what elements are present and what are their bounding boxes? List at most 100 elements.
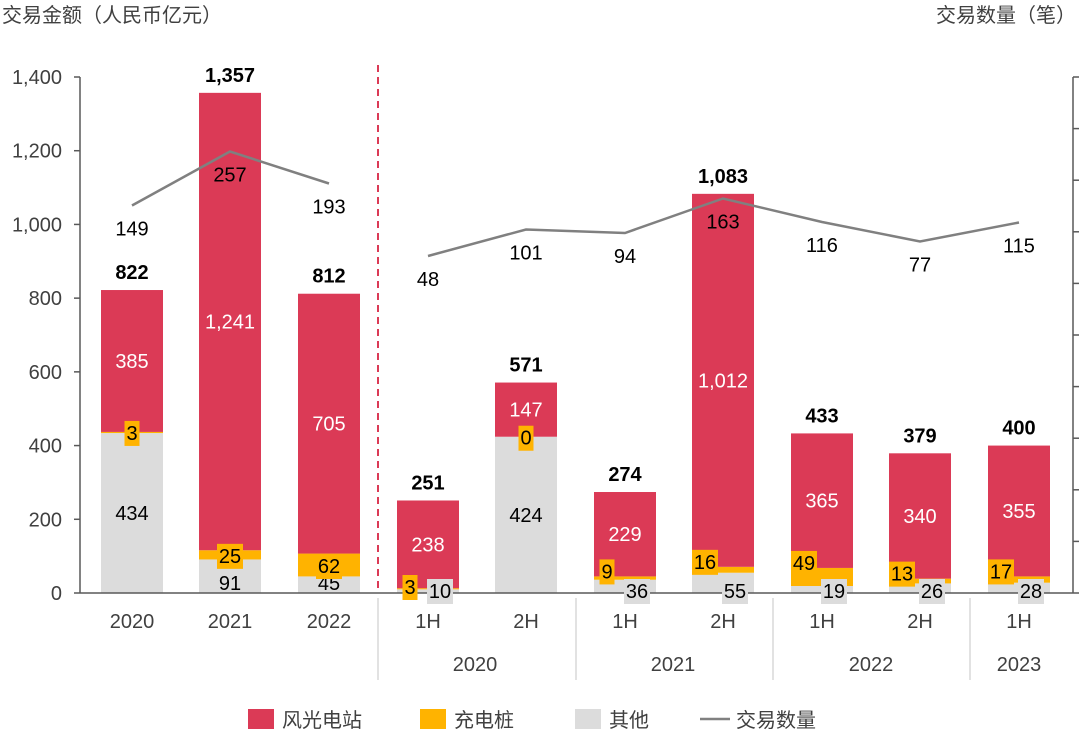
deal-count-line — [131, 150, 330, 207]
group-label: 2022 — [849, 654, 894, 676]
deal-count-line — [427, 197, 1020, 258]
bar-segment — [199, 92, 261, 551]
other-value-label: 10 — [429, 581, 451, 603]
other-value-label: 19 — [823, 581, 845, 603]
legend-swatch — [575, 709, 601, 729]
wind-solar-value-label: 1,241 — [205, 312, 255, 334]
wind-solar-value-label: 229 — [608, 524, 641, 546]
other-value-label: 424 — [509, 505, 542, 527]
charging-value-label: 16 — [694, 552, 716, 574]
bar-segment — [298, 576, 360, 593]
legend-label: 风光电站 — [282, 709, 362, 732]
other-value-label-bg — [722, 579, 748, 604]
x-tick-label: 2H — [907, 611, 933, 633]
charging-value-label-bg — [692, 549, 718, 575]
y-tick-label: 400 — [29, 436, 62, 458]
deal-count-label: 149 — [115, 219, 148, 241]
other-value-label: 55 — [724, 581, 746, 603]
bar-segment — [692, 193, 754, 567]
bar-segment — [988, 445, 1050, 577]
deal-count-label: 115 — [1003, 236, 1035, 258]
x-tick-label: 2H — [513, 611, 539, 633]
charging-value-label-bg — [518, 425, 534, 451]
x-tick-label: 2022 — [307, 611, 352, 633]
deal-count-label: 257 — [213, 165, 246, 187]
deal-count-label: 101 — [509, 243, 542, 265]
bar-segment — [889, 453, 951, 579]
y-tick-label: 1,400 — [12, 67, 62, 89]
deal-count-label: 94 — [614, 246, 636, 268]
other-value-label: 91 — [219, 573, 241, 595]
legend-label: 其他 — [609, 709, 649, 732]
charging-value-label: 17 — [990, 561, 1012, 583]
total-value-label: 433 — [805, 405, 838, 427]
deal-count-label: 193 — [312, 197, 345, 219]
deal-count-label: 77 — [909, 255, 931, 277]
charging-value-label-bg — [124, 420, 140, 446]
other-value-label-bg — [919, 579, 945, 604]
charging-value-label-bg — [599, 559, 615, 585]
other-value-label: 26 — [921, 581, 943, 603]
wind-solar-value-label: 147 — [509, 400, 542, 422]
charging-value-label-bg — [889, 561, 915, 587]
wind-solar-value-label: 385 — [115, 351, 148, 373]
total-value-label: 251 — [411, 472, 444, 494]
right-axis-title: 交易数量（笔） — [936, 4, 1076, 27]
charging-value-label: 13 — [891, 564, 913, 586]
charging-value-label: 62 — [318, 556, 340, 578]
charging-value-label: 49 — [793, 553, 815, 575]
charging-value-label: 0 — [520, 428, 531, 450]
charging-value-label: 3 — [126, 423, 137, 445]
total-value-label: 812 — [312, 266, 345, 288]
total-value-label: 822 — [115, 262, 148, 284]
wind-solar-value-label: 705 — [312, 414, 345, 436]
total-value-label: 1,357 — [205, 65, 255, 87]
bar-segment — [397, 500, 459, 589]
other-value-label: 28 — [1020, 581, 1042, 603]
bar-segment — [101, 433, 163, 593]
charging-value-label-bg — [402, 575, 418, 600]
x-tick-label: 1H — [809, 611, 835, 633]
bar-segment — [101, 290, 163, 432]
y-tick-label: 0 — [51, 583, 62, 605]
x-tick-label: 1H — [1006, 611, 1032, 633]
other-value-label: 36 — [626, 581, 648, 603]
group-label: 2020 — [453, 654, 498, 676]
bar-segment — [298, 293, 360, 554]
y-tick-label: 600 — [29, 362, 62, 384]
deal-count-label: 48 — [417, 269, 439, 291]
wind-solar-value-label: 340 — [903, 506, 936, 528]
charging-value-label-bg — [791, 550, 817, 576]
bar-segment — [594, 576, 656, 580]
bar-segment — [791, 433, 853, 568]
charging-value-label-bg — [316, 553, 342, 579]
wind-solar-value-label: 1,012 — [698, 370, 748, 392]
charging-value-label-bg — [217, 543, 243, 569]
legend-label: 交易数量 — [736, 709, 816, 732]
left-axis-title: 交易金额（人民币亿元） — [2, 4, 222, 27]
charging-value-label: 25 — [219, 546, 241, 568]
total-value-label: 400 — [1002, 418, 1035, 440]
charging-value-label: 9 — [601, 561, 612, 583]
other-value-label-bg — [427, 579, 453, 604]
bar-segment — [692, 566, 754, 573]
y-tick-label: 800 — [29, 288, 62, 310]
x-tick-label: 1H — [415, 611, 441, 633]
group-label: 2023 — [997, 654, 1042, 676]
wind-solar-value-label: 355 — [1002, 501, 1035, 523]
total-value-label: 379 — [903, 425, 936, 447]
y-tick-label: 1,000 — [12, 214, 62, 236]
group-label: 2021 — [651, 654, 696, 676]
y-tick-label: 200 — [29, 509, 62, 531]
other-value-label-bg — [1018, 579, 1044, 604]
charging-value-label: 3 — [404, 577, 415, 599]
legend-label: 充电桩 — [454, 709, 514, 732]
deal-count-label: 163 — [706, 212, 739, 234]
wind-solar-value-label: 238 — [411, 534, 444, 556]
x-tick-label: 2021 — [208, 611, 253, 633]
x-tick-label: 2H — [710, 611, 736, 633]
x-tick-label: 1H — [612, 611, 638, 633]
total-value-label: 571 — [509, 355, 542, 377]
deal-count-label: 116 — [806, 235, 838, 257]
